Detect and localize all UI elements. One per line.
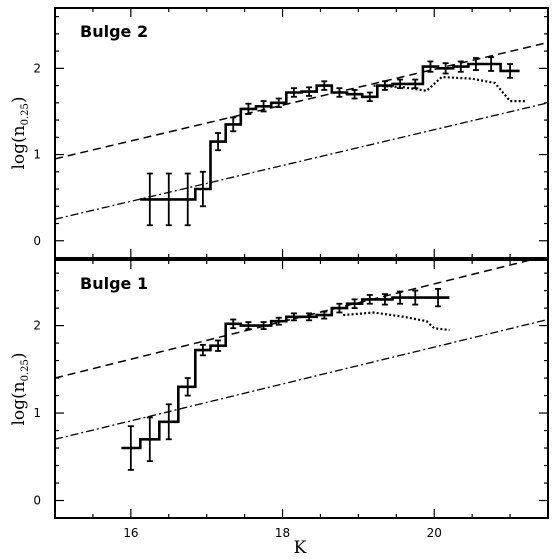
bulge-2-error-bar <box>306 86 313 97</box>
bulge-2-error-bar <box>336 87 343 98</box>
bulge-2-error-bar <box>472 57 479 71</box>
bulge-2-error-bar <box>397 78 404 90</box>
bulge-2-error-bar <box>245 102 252 115</box>
bulge-2-error-bar <box>351 88 358 100</box>
bulge-1-dotted-curve <box>343 311 450 332</box>
bulge-2-error-bar <box>321 80 328 91</box>
x-axis-label: K <box>294 538 307 558</box>
bulge-2-error-bar <box>215 132 222 152</box>
bulge-1-error-bar <box>199 343 206 357</box>
bulge-1-error-bar <box>127 425 134 471</box>
bulge-2-frame <box>54 7 549 259</box>
bulge-2-y-tick-label: 0 <box>33 234 41 248</box>
bulge-1-y-axis-label: log(n0.25) <box>9 352 31 425</box>
bulge-1-error-bar <box>290 312 297 322</box>
bulge-2-y-tick-label: 2 <box>33 61 41 75</box>
bulge-1-error-bar <box>397 290 404 305</box>
bulge-2-error-bar <box>260 100 267 113</box>
bulge-2-error-bar <box>199 170 206 208</box>
bulge-2-error-bar <box>165 172 172 227</box>
bulge-1-frame <box>54 259 549 519</box>
bulge-1-panel-label: Bulge 1 <box>80 274 148 293</box>
bulge-2-step-histogram <box>140 62 520 201</box>
bulge-2-dotted-curve <box>373 75 526 103</box>
bulge-1-error-bar <box>306 312 313 322</box>
bulge-2-error-bar <box>412 78 419 90</box>
bulge-2-dashdot-line <box>55 102 548 220</box>
bulge-1-error-bar <box>245 321 252 330</box>
bulge-1-error-bar <box>351 298 358 310</box>
bulge-1-error-bar <box>366 294 373 305</box>
bulge-2-error-bar <box>427 60 434 73</box>
bulge-1-error-bar <box>165 403 172 441</box>
bulge-2-error-bar <box>507 63 514 79</box>
panel-bulge-1: 0 1 2 16 18 20 Bulge 1 log(n0.25) <box>9 259 549 540</box>
bulge-2-error-bar <box>290 87 297 98</box>
bulge-1-step-histogram <box>121 296 450 450</box>
bulge-2-error-bar <box>146 172 153 227</box>
bulge-2-error-bar <box>230 116 237 133</box>
bulge-1-error-bar <box>146 416 153 463</box>
panel-bulge-2: 0 1 2 Bulge 2 log(n0.25) <box>9 7 549 259</box>
bulge-1-y-tick-label: 0 <box>33 494 41 508</box>
bulge-1-error-bar <box>336 302 343 314</box>
bulge-2-error-bar <box>184 172 191 227</box>
bulge-1-error-bar <box>435 287 442 308</box>
bulge-1-y-tick-label: 1 <box>33 406 41 420</box>
bulge-1-error-bar <box>381 293 388 306</box>
bulge-1-y-tick-label: 2 <box>33 319 41 333</box>
bulge-1-x-tick-label: 18 <box>275 526 290 540</box>
bulge-1-x-tick-label: 16 <box>123 526 138 540</box>
bulge-1-x-tick-label: 20 <box>427 526 442 540</box>
bulge-2-error-bar <box>442 62 449 75</box>
bulge-1-error-bar <box>321 310 328 320</box>
bulge-1-error-bar <box>260 321 267 330</box>
bulge-2-error-bar <box>381 80 388 91</box>
bulge-1-error-bar <box>215 339 222 352</box>
bulge-2-error-bar <box>457 60 464 73</box>
bulge-1-error-bar <box>412 289 419 306</box>
bulge-1-error-bar <box>184 377 191 397</box>
bulge-2-error-bar <box>488 56 495 72</box>
bulge-1-error-bar <box>275 316 282 326</box>
bulge-2-error-bar <box>366 91 373 103</box>
bulge-2-dashed-line <box>55 41 548 160</box>
bulge-2-y-axis-label: log(n0.25) <box>9 96 31 169</box>
bulge-1-dashdot-line <box>55 318 548 440</box>
bulge-2-y-tick-label: 1 <box>33 148 41 162</box>
bulge-2-error-bar <box>275 97 282 109</box>
bulge-1-error-bar <box>230 318 237 330</box>
bulge-2-panel-label: Bulge 2 <box>80 22 148 41</box>
